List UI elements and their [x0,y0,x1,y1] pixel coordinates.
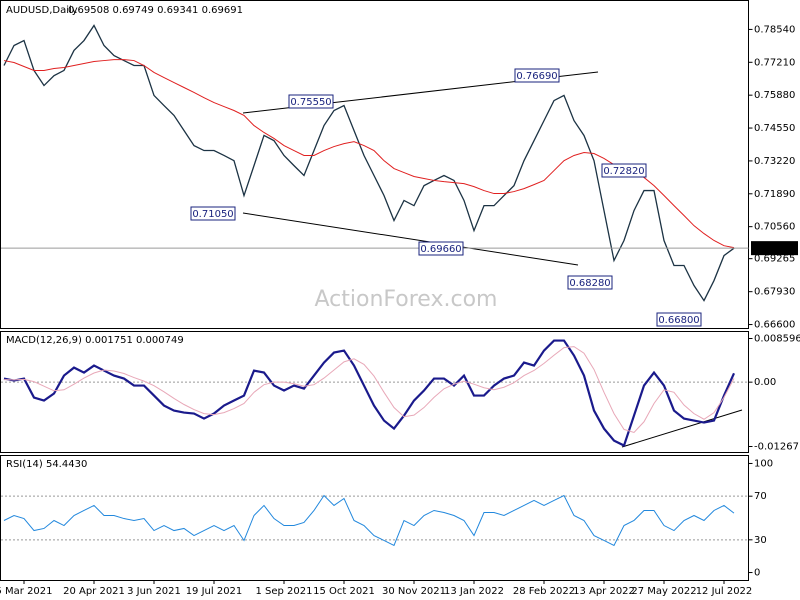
y-tick-label: 0.00 [754,377,776,388]
y-tick-label: 0.69265 [754,254,795,265]
series-line [3,339,736,448]
ohlc-values: 0.69508 0.69749 0.69341 0.69691 [68,5,243,16]
x-tick-label: 27 May 2022 [631,586,696,597]
x-tick-label: 12 Jul 2022 [696,586,753,597]
trend-line [621,409,743,448]
annotation-box [418,241,464,256]
annotation: 0.72820 [603,166,644,177]
rsi-panel [0,455,749,581]
last-price-box [751,241,798,256]
y-tick-label: -0.01267 [754,442,799,453]
trend-line [242,212,579,266]
annotation: 0.76690 [516,71,557,82]
annotation-box [288,94,334,109]
y-tick-label: 70 [754,491,767,502]
x-tick-label: 20 Apr 2021 [63,586,125,597]
y-tick-label: 0.78540 [754,24,795,35]
x-tick-label: 15 Oct 2021 [313,586,375,597]
macd-title: MACD(12,26,9) 0.001751 0.000749 [6,335,184,346]
x-tick-label: 19 Jul 2021 [186,586,243,597]
last-price-label: 0.69691 [754,243,795,254]
y-tick-label: 0.74550 [754,123,795,134]
y-tick-label: 0.77210 [754,57,795,68]
y-tick-label: 0.70560 [754,222,795,233]
price-panel [0,0,749,329]
y-tick-label: 0.66600 [754,320,795,331]
x-tick-label: 28 Feb 2022 [513,586,575,597]
x-tick-label: 30 Nov 2021 [382,586,446,597]
annotation-box [190,206,236,221]
annotation: 0.71050 [192,209,233,220]
annotation: 0.68280 [569,278,610,289]
x-tick-label: 13 Jan 2022 [444,586,504,597]
rsi-title: RSI(14) 54.4430 [6,459,87,470]
y-tick-label: 0.71890 [754,189,795,200]
annotation-box [656,312,702,327]
x-tick-label: 13 Apr 2022 [573,586,635,597]
y-tick-label: 0.73220 [754,156,795,167]
annotation-box [601,163,647,178]
y-tick-label: 0.75880 [754,90,795,101]
x-tick-label: 3 Jun 2021 [127,586,181,597]
y-tick-label: 100 [754,458,773,469]
annotation: 0.69660 [420,244,461,255]
series-line [3,346,735,434]
series-line [3,494,735,547]
annotation: 0.66800 [658,315,699,326]
x-tick-label: 5 Mar 2021 [0,586,53,597]
annotation-box [567,275,613,290]
macd-panel [0,331,749,453]
watermark: ActionForex.com [315,287,498,312]
y-tick-label: 0 [754,568,760,579]
y-tick-label: 0.008596 [754,333,800,344]
chart-title: AUDUSD,Daily [6,5,78,16]
annotation: 0.75550 [290,97,331,108]
series-line [3,24,735,302]
annotation-box [514,68,560,83]
y-tick-label: 30 [754,535,767,546]
y-tick-label: 0.67930 [754,287,795,298]
x-tick-label: 1 Sep 2021 [255,586,312,597]
